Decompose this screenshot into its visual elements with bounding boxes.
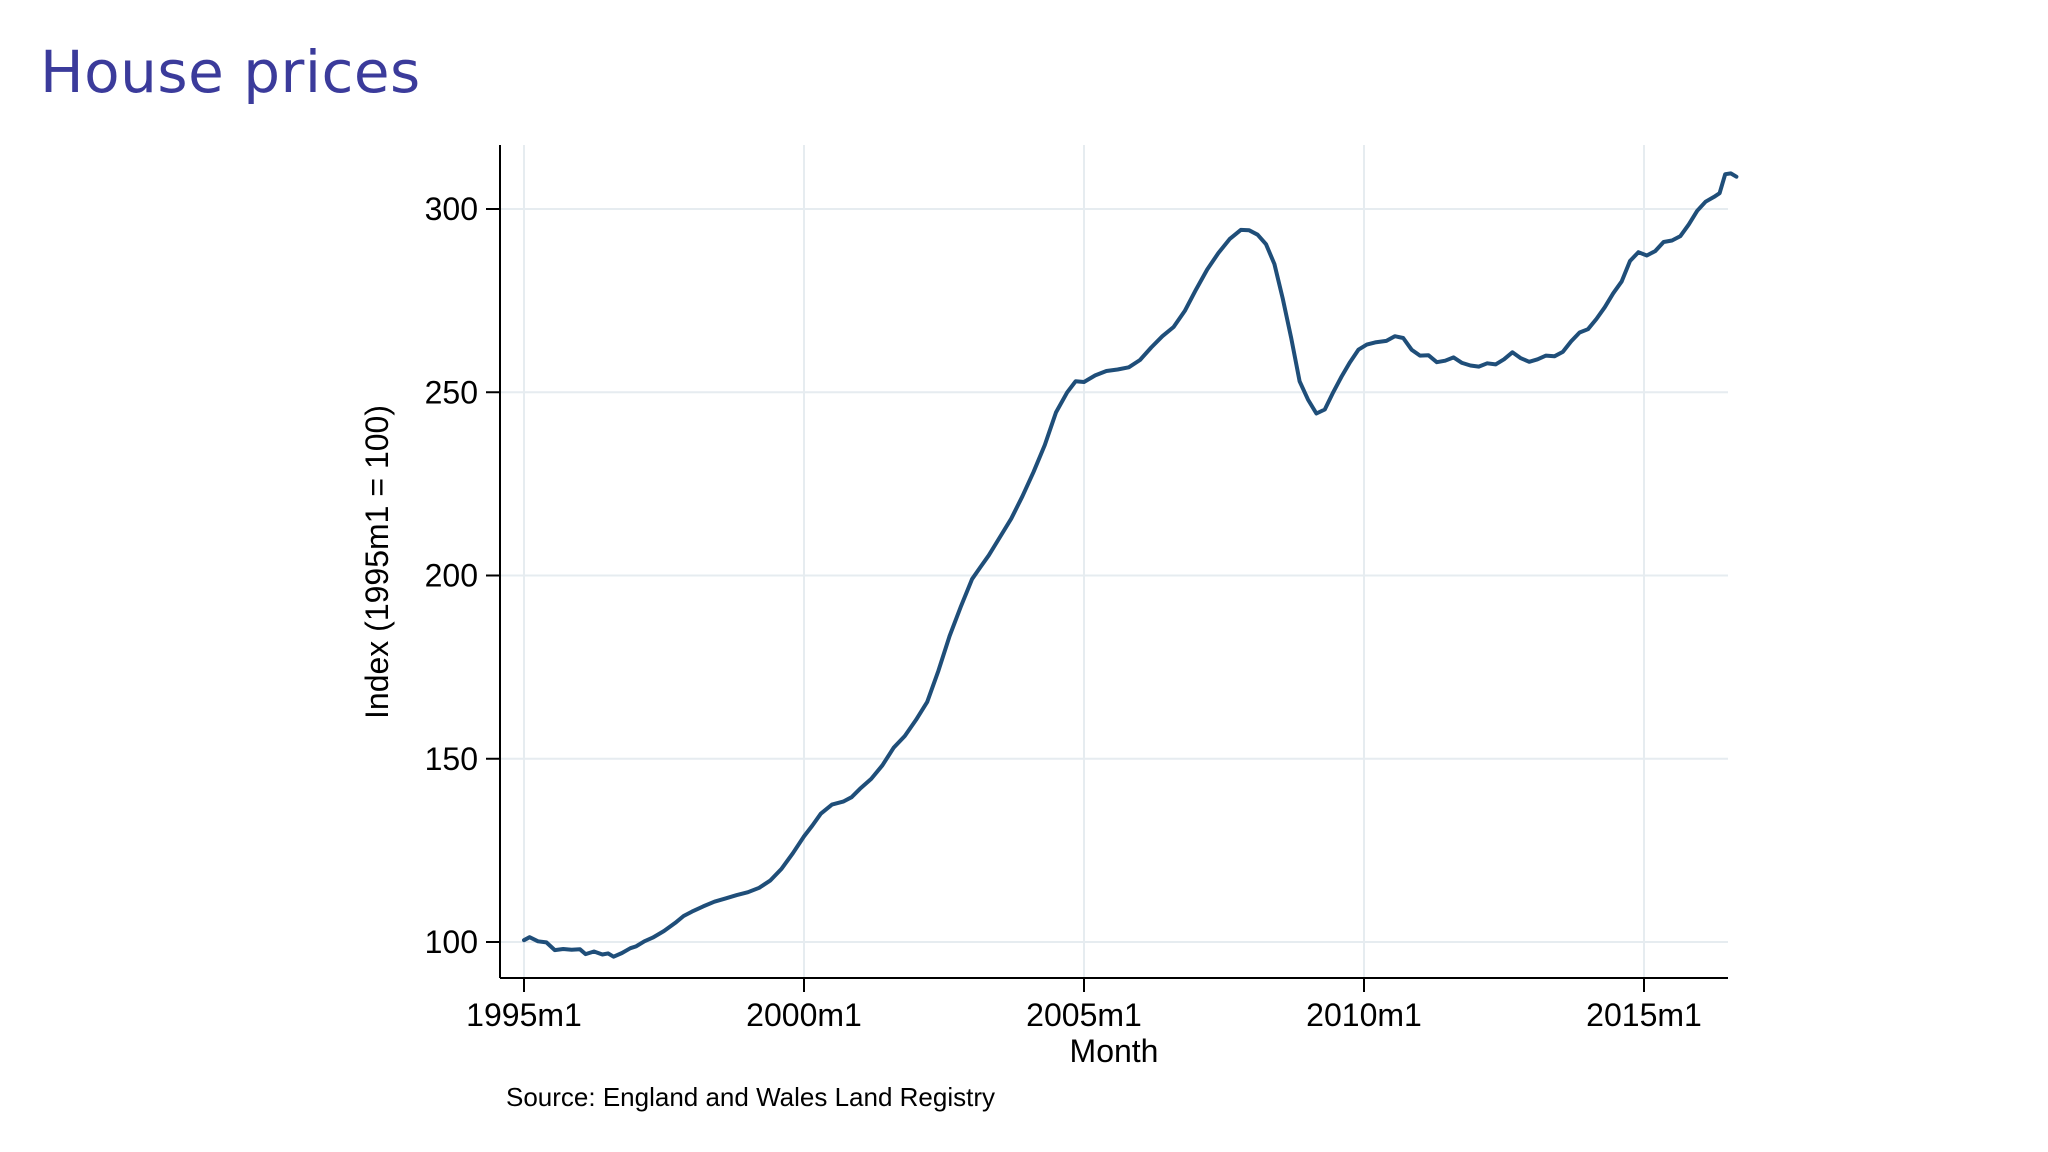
grid-lines (500, 145, 1728, 978)
x-tick-label-2005m1: 2005m1 (1026, 997, 1142, 1033)
x-tick-label-1995m1: 1995m1 (466, 997, 582, 1033)
x-axis-title: Month (1070, 1033, 1159, 1069)
y-tick-label-150: 150 (425, 741, 478, 777)
x-tick-label-2000m1: 2000m1 (746, 997, 862, 1033)
source-note: Source: England and Wales Land Registry (506, 1082, 995, 1112)
slide-title: House prices (40, 38, 421, 106)
y-tick-label-250: 250 (425, 374, 478, 410)
y-tick-label-100: 100 (425, 924, 478, 960)
data-series (522, 171, 1739, 959)
tick-labels: 100 150 200 250 300 1995m1 2000m1 2005m1 2010m1 2… (425, 191, 1702, 1033)
series-line-0 (522, 171, 1739, 959)
y-axis-title: Index (1995m1 = 100) (359, 405, 395, 719)
x-tick-label-2010m1: 2010m1 (1306, 997, 1422, 1033)
y-tick-label-300: 300 (425, 191, 478, 227)
y-tick-label-200: 200 (425, 558, 478, 594)
x-tick-label-2015m1: 2015m1 (1586, 997, 1702, 1033)
axes (486, 145, 1728, 992)
